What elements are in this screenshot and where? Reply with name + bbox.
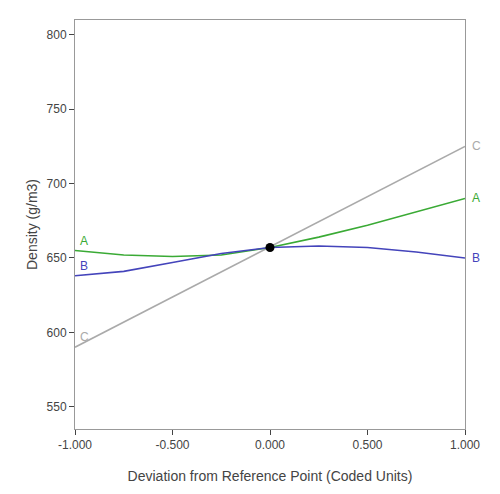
svg-text:700: 700 bbox=[47, 177, 67, 191]
svg-text:B: B bbox=[472, 251, 480, 265]
svg-text:750: 750 bbox=[47, 102, 67, 116]
svg-text:650: 650 bbox=[47, 251, 67, 265]
svg-text:C: C bbox=[80, 330, 89, 344]
svg-text:600: 600 bbox=[47, 326, 67, 340]
svg-text:A: A bbox=[472, 191, 480, 205]
svg-text:B: B bbox=[80, 259, 88, 273]
svg-text:0.000: 0.000 bbox=[255, 438, 285, 452]
svg-text:-1.000: -1.000 bbox=[58, 438, 92, 452]
svg-text:C: C bbox=[472, 139, 481, 153]
svg-text:0.500: 0.500 bbox=[352, 438, 382, 452]
svg-text:-0.500: -0.500 bbox=[155, 438, 189, 452]
svg-text:Deviation from Reference Point: Deviation from Reference Point (Coded Un… bbox=[128, 468, 413, 484]
svg-text:550: 550 bbox=[47, 400, 67, 414]
svg-text:A: A bbox=[80, 234, 88, 248]
svg-text:800: 800 bbox=[47, 28, 67, 42]
svg-text:1.000: 1.000 bbox=[450, 438, 480, 452]
svg-text:Density (g/m3): Density (g/m3) bbox=[24, 179, 40, 270]
